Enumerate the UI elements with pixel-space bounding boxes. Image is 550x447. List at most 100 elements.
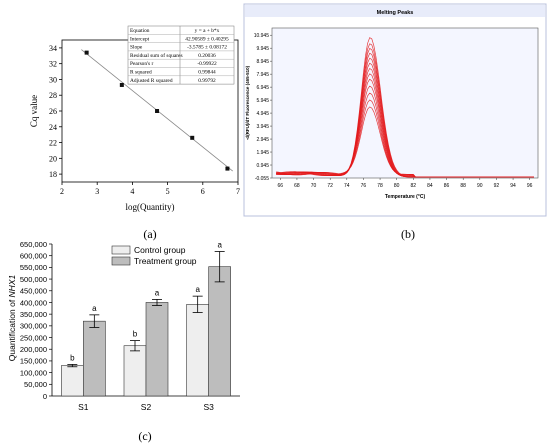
panel-a-table-frame (127, 25, 235, 85)
panel-c-bar (186, 304, 209, 397)
panel-b-xtick-label: 84 (427, 183, 433, 189)
panel-c-bar (83, 320, 106, 397)
panel-b-xtick-label: 74 (344, 183, 350, 189)
panel-a-table-key: Residual sum of squares (130, 52, 183, 59)
panel-a-data-point (119, 82, 124, 87)
panel-c-category-label: S3 (203, 402, 214, 412)
panel-b-xtick-label: 96 (527, 183, 533, 189)
panel-a-table-value: 0.99844 (198, 70, 216, 76)
panel-c-legend-swatch (111, 256, 131, 266)
panel-a-table-value: 0.99792 (198, 78, 216, 84)
panel-b-xtick-label: 78 (377, 183, 383, 189)
panel-c-ylabel-gene: NHX1 (7, 274, 17, 297)
panel-a-ytick-label: 28 (49, 91, 57, 100)
panel-b-xtick-label: 94 (510, 183, 516, 189)
panel-b-title: Melting Peaks (377, 10, 414, 16)
caption-b: (b) (401, 227, 415, 241)
panel-b-xtick-label: 76 (361, 183, 367, 189)
panel-b-xtick-label: 72 (327, 183, 333, 189)
panel-a-ytick-label: 26 (49, 107, 57, 116)
panel-a-ytick-label: 32 (49, 60, 57, 69)
panel-b-ytick-label: 6.945 (256, 85, 269, 91)
panel-a-table-key: Slope (130, 45, 143, 51)
panel-a-table-value: 0.20036 (198, 53, 216, 59)
panel-b-ytick-label: 7.945 (256, 72, 269, 78)
panel-c-category-label: S1 (78, 402, 89, 412)
panel-c-ytick-label: 50,000 (24, 380, 47, 389)
panel-c-bar (123, 345, 147, 397)
panel-c-ticks: 0 50,000 100,000 150,000 200,000 250,000 300,0… (20, 240, 52, 401)
panel-c-bar (61, 365, 84, 397)
panel-c-ytick-label: 400,000 (20, 298, 47, 307)
panel-c-significance-letter: a (217, 240, 222, 249)
panel-a-data-point (190, 135, 195, 140)
panel-a-table-key: Adjusted R squared (130, 78, 173, 84)
panel-a-ytick-label: 34 (49, 44, 57, 53)
caption-a: (a) (143, 227, 156, 241)
panel-a-xtick-label: 7 (236, 187, 240, 196)
panel-b-ytick-label: 4.945 (256, 111, 269, 117)
panel-c-category-label: S2 (141, 402, 152, 412)
panel-c-significance-letter: a (195, 285, 200, 294)
panel-c: 0 50,000 100,000 150,000 200,000 250,000 300,0… (7, 240, 240, 443)
panel-b-ytick-label: -0.055 (255, 176, 269, 182)
panel-a-ytick-label: 30 (49, 75, 57, 84)
panel-c-ytick-label: 500,000 (20, 275, 47, 284)
panel-a-xtick-label: 6 (201, 187, 205, 196)
panel-a-xlabel: log(Quantity) (126, 202, 175, 212)
panel-c-ytick-label: 300,000 (20, 322, 47, 331)
panel-c-ytick-label: 650,000 (20, 240, 47, 249)
panel-a-table-key: Pearson's r (130, 61, 153, 67)
panel-a-ytick-label: 22 (49, 139, 57, 148)
panel-c-significance-letter: b (133, 330, 138, 339)
panel-a-data-point (84, 50, 89, 55)
panel-b-ytick-label: 1.945 (256, 150, 269, 156)
panel-b-xtick-label: 82 (411, 183, 417, 189)
panel-a-ytick-label: 20 (49, 154, 57, 163)
panel-a-ytick-label: 24 (49, 123, 57, 132)
panel-b-ytick-label: 9.945 (256, 46, 269, 52)
panel-b-melting-curve (276, 106, 534, 178)
panel-a-xtick-label: 4 (130, 187, 134, 196)
panel-a-ylabel: Cq value (29, 95, 39, 127)
panel-c-ytick-label: 0 (43, 392, 47, 401)
panel-b: Melting Peaks 66 68 70 72 74 76 78 80 82 84 86 88 90… (243, 3, 547, 241)
panel-b-ytick-label: 5.945 (256, 98, 269, 104)
panel-c-legend-label: Treatment group (134, 256, 197, 266)
panel-c-ytick-label: 150,000 (20, 357, 47, 366)
panel-a-table-value: -3.5785 ± 0.08172 (187, 45, 227, 51)
panel-b-xtick-label: 90 (477, 183, 483, 189)
panel-a-data-point (155, 109, 160, 113)
panel-b-ylabel: -d(RFU)/dT Fluorescence (465-510) (245, 65, 250, 140)
panel-c-ytick-label: 200,000 (20, 345, 47, 354)
panel-a-ytick-label: 18 (49, 170, 57, 179)
panel-b-xtick-label: 92 (494, 183, 500, 189)
panel-b-plot-area (271, 27, 539, 179)
panel-b-curves (276, 37, 534, 178)
panel-a-xtick-label: 2 (60, 187, 64, 196)
panel-b-xtick-label: 86 (444, 183, 450, 189)
panel-a-stats-table: Equation y = a + b*x Intercept 42.90589 ± 0… (127, 25, 235, 85)
panel-b-ytick-label: 8.945 (256, 59, 269, 65)
panel-c-ytick-label: 550,000 (20, 263, 47, 272)
panel-a-points (84, 50, 230, 171)
panel-c-ytick-label: 350,000 (20, 310, 47, 319)
panel-b-title-bar (245, 5, 545, 17)
panel-a-data-point (225, 166, 230, 171)
panel-c-ytick-label: 600,000 (20, 251, 47, 260)
panel-a-table-key: Equation (130, 28, 150, 34)
panel-c-bar (145, 302, 169, 397)
panel-c-bar (208, 266, 231, 397)
caption-c: (c) (138, 429, 151, 443)
panel-a-xtick-label: 3 (95, 187, 99, 196)
panel-c-significance-letter: a (155, 288, 160, 297)
panel-b-ytick-label: 10.945 (254, 33, 270, 39)
panel-a-xtick-label: 5 (166, 187, 170, 196)
panel-b-ytick-label: 0.945 (256, 163, 269, 169)
panel-b-xtick-label: 80 (394, 183, 400, 189)
panel-c-ytick-label: 250,000 (20, 333, 47, 342)
